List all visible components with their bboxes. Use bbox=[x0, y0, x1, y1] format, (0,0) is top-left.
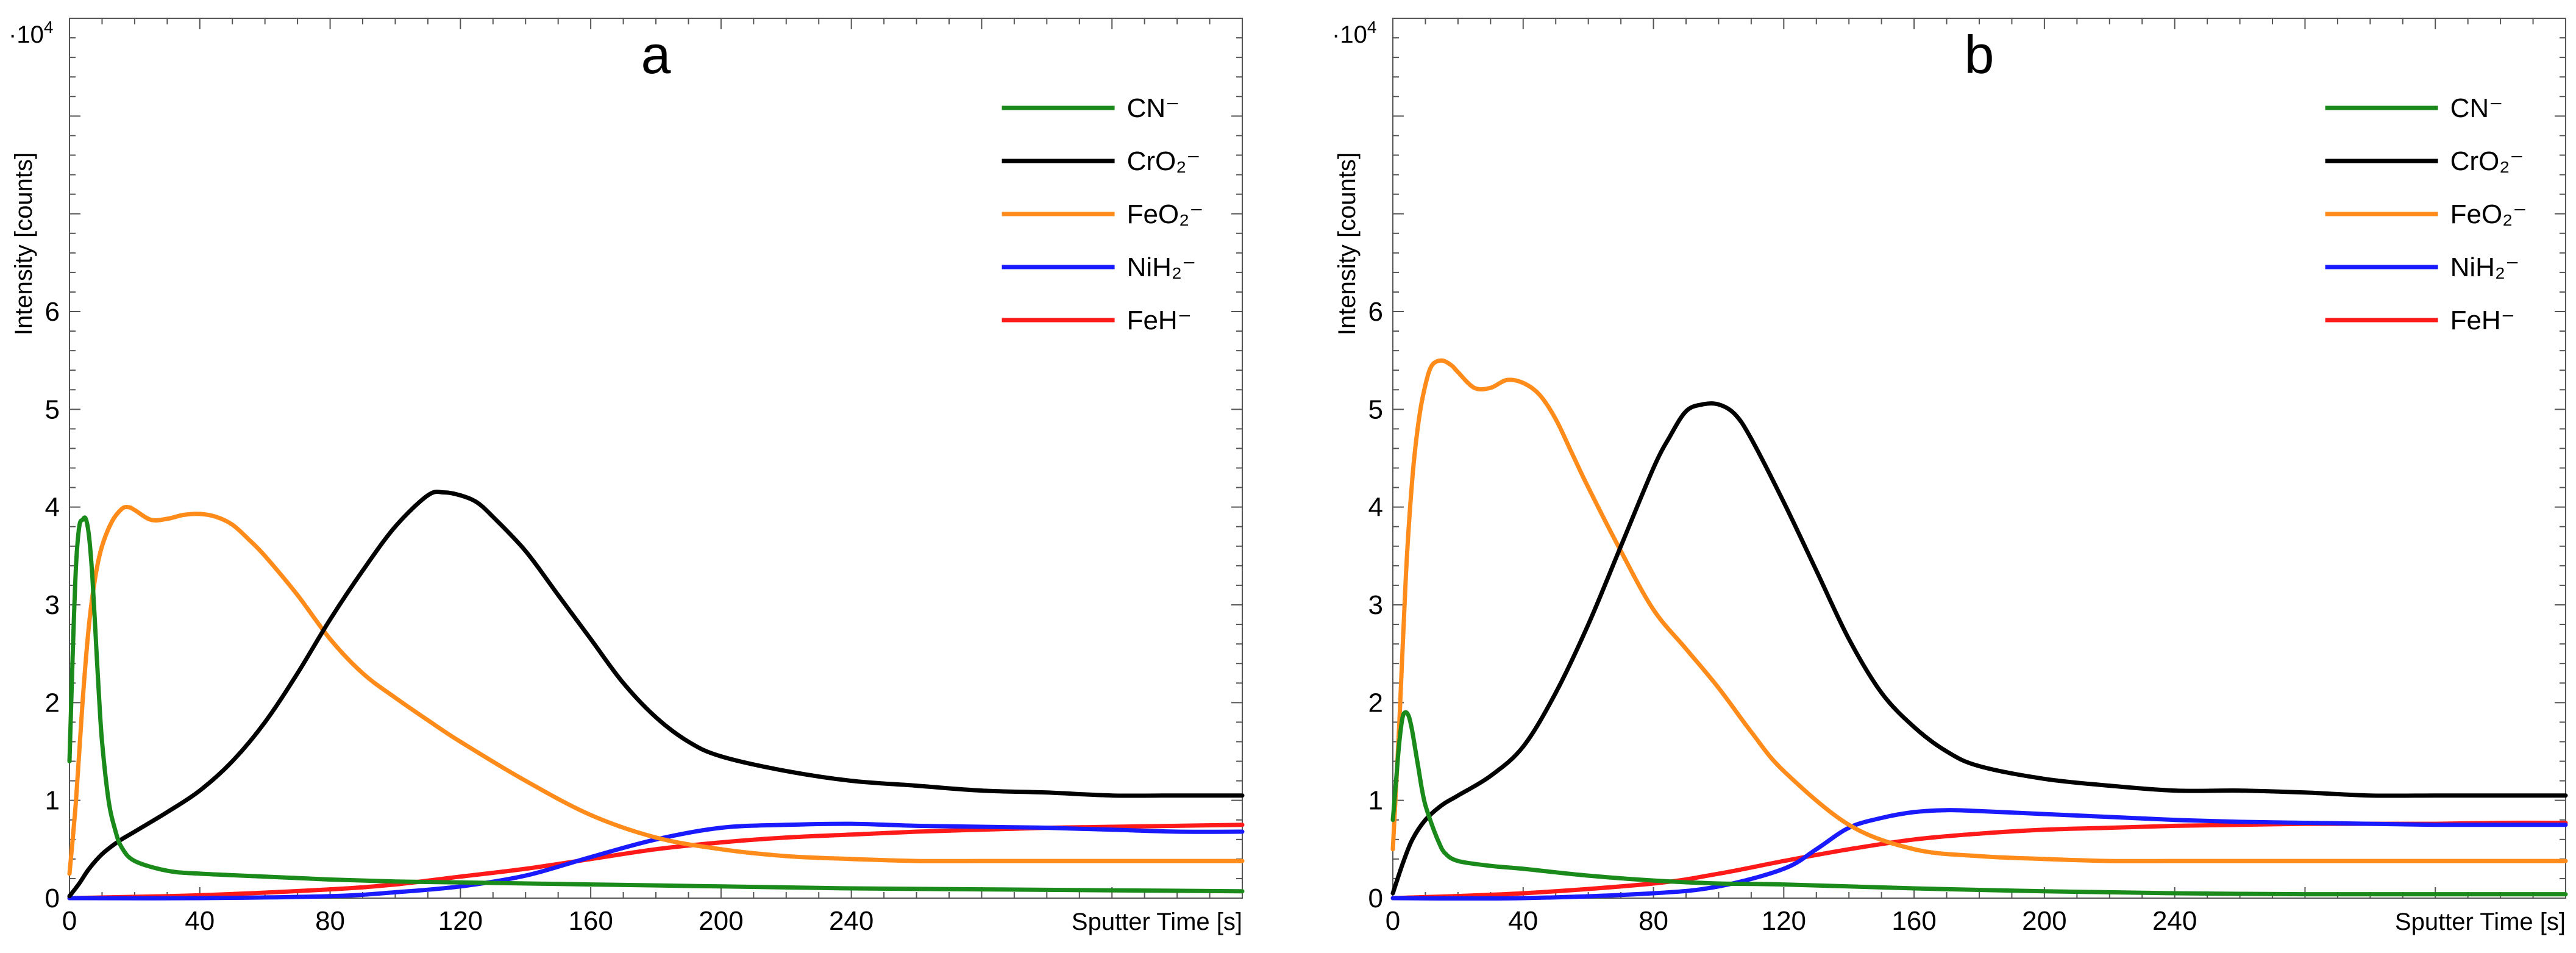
y-tick-label: 5 bbox=[1368, 394, 1383, 424]
x-tick-label: 240 bbox=[2152, 906, 2197, 936]
y-tick-label: 0 bbox=[45, 883, 60, 913]
x-tick-label: 0 bbox=[1386, 906, 1400, 936]
y-tick-label: 4 bbox=[1368, 493, 1383, 523]
x-tick-label: 80 bbox=[1638, 906, 1668, 936]
y-exponent-base: ·10 bbox=[1332, 21, 1367, 48]
x-tick-label: 200 bbox=[699, 906, 743, 936]
y-tick-label: 0 bbox=[1368, 883, 1383, 913]
chart-panel-b: 0 40 80 120 160 200 240 0 1 2 3 4 5 6 Sputter Time [s]… bbox=[1332, 18, 2568, 936]
legend-label-cro2: CrO₂⁻ bbox=[2450, 146, 2524, 176]
legend-label-feh: FeH⁻ bbox=[1127, 305, 1192, 335]
legend-label-nih2: NiH₂⁻ bbox=[2450, 252, 2520, 282]
series-group bbox=[1390, 358, 2568, 901]
legend-label-cn: CN⁻ bbox=[2450, 93, 2503, 123]
series-line-nih2 bbox=[67, 821, 1245, 901]
legend-label-cro2: CrO₂⁻ bbox=[1127, 146, 1201, 176]
y-exponent-base: ·10 bbox=[9, 21, 44, 48]
series-line-cn bbox=[67, 515, 1245, 894]
legend-label-nih2: NiH₂⁻ bbox=[1127, 252, 1197, 282]
plot-frame bbox=[69, 18, 1243, 899]
y-axis-title: Intensity [counts] bbox=[10, 152, 37, 335]
y-tick-label: 3 bbox=[45, 590, 60, 620]
y-tick-label: 3 bbox=[1368, 590, 1383, 620]
y-tick-label: 5 bbox=[45, 394, 60, 424]
series-line-feo2 bbox=[67, 505, 1245, 876]
x-tick-label: 240 bbox=[829, 906, 873, 936]
y-exponent-label: ·104 bbox=[9, 18, 53, 48]
x-tick-label: 160 bbox=[1891, 906, 1936, 936]
x-tick-label: 120 bbox=[1762, 906, 1806, 936]
chart-panel-a: 0 40 80 120 160 200 240 0 1 2 3 4 5 6 Sputter Time [s]… bbox=[9, 18, 1245, 936]
x-tick-label: 40 bbox=[1508, 906, 1538, 936]
series-line-cro2 bbox=[67, 490, 1245, 899]
legend-label-feo2: FeO₂⁻ bbox=[1127, 199, 1204, 229]
legend-label-cn: CN⁻ bbox=[1127, 93, 1180, 123]
y-exponent-power: 4 bbox=[44, 18, 54, 37]
legend-label-feh: FeH⁻ bbox=[2450, 305, 2515, 335]
x-axis-title: Sputter Time [s] bbox=[1072, 908, 1242, 935]
y-tick-label: 1 bbox=[45, 786, 60, 816]
series-line-feo2 bbox=[1390, 358, 2568, 863]
y-tick-label: 6 bbox=[1368, 297, 1383, 327]
y-tick-label: 4 bbox=[45, 493, 60, 523]
y-exponent-label: ·104 bbox=[1332, 18, 1376, 48]
y-tick-label: 1 bbox=[1368, 786, 1383, 816]
x-tick-label: 160 bbox=[568, 906, 613, 936]
series-line-cn bbox=[1390, 710, 2568, 897]
legend: CN⁻ CrO₂⁻ FeO₂⁻ NiH₂⁻ FeH⁻ bbox=[2325, 93, 2527, 335]
x-axis-title: Sputter Time [s] bbox=[2395, 908, 2566, 935]
panel-title: b bbox=[1965, 24, 1994, 85]
series-line-cro2 bbox=[1390, 401, 2568, 896]
x-tick-label: 80 bbox=[315, 906, 345, 936]
y-tick-label: 2 bbox=[1368, 688, 1383, 718]
x-tick-label: 120 bbox=[438, 906, 483, 936]
legend: CN⁻ CrO₂⁻ FeO₂⁻ NiH₂⁻ FeH⁻ bbox=[1002, 93, 1204, 335]
series-group bbox=[67, 490, 1245, 901]
x-tick-label: 0 bbox=[62, 906, 77, 936]
legend-label-feo2: FeO₂⁻ bbox=[2450, 199, 2527, 229]
y-exponent-power: 4 bbox=[1367, 18, 1377, 37]
x-tick-label: 200 bbox=[2022, 906, 2066, 936]
series-line-nih2 bbox=[1390, 808, 2568, 901]
panel-title: a bbox=[641, 24, 671, 85]
y-tick-label: 2 bbox=[45, 688, 60, 718]
y-tick-label: 6 bbox=[45, 297, 60, 327]
y-axis-title: Intensity [counts] bbox=[1334, 152, 1361, 335]
x-tick-label: 40 bbox=[185, 906, 215, 936]
